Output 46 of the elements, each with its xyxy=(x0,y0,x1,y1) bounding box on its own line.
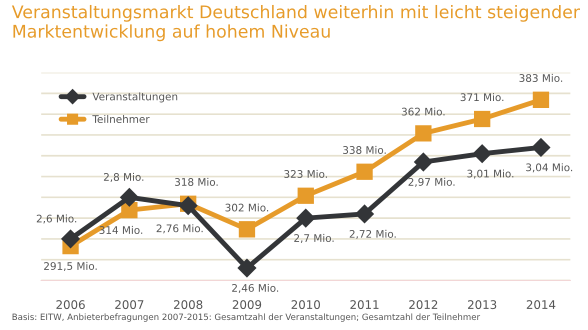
data-label: 318 Mio. xyxy=(175,178,218,186)
x-tick-label: 2008 xyxy=(174,300,202,310)
chart-title: Veranstaltungsmarkt Deutschland weiterhin mit leicht steigender Marktentwicklung auf hohem Niveau xyxy=(12,4,580,42)
data-label: 3,01 Mio. xyxy=(467,169,514,179)
data-label: 2,7 Mio. xyxy=(294,234,334,244)
data-label: 314 Mio. xyxy=(100,226,142,234)
legend-label: Veranstaltungen xyxy=(92,92,178,102)
point xyxy=(296,208,316,228)
point xyxy=(474,110,490,128)
point xyxy=(532,92,550,108)
data-label: 2,76 Mio. xyxy=(156,224,203,234)
data-label: 371 Mio. xyxy=(460,93,504,102)
point xyxy=(532,138,550,157)
x-tick-label: 2013 xyxy=(468,300,496,310)
point xyxy=(415,125,432,142)
data-label: 323 Mio. xyxy=(284,170,327,178)
point xyxy=(355,204,374,224)
x-tick-label: 2009 xyxy=(232,300,262,310)
x-tick-label: 2012 xyxy=(409,300,438,310)
point xyxy=(298,188,314,204)
point xyxy=(238,258,256,278)
x-tick-label: 2010 xyxy=(292,300,320,310)
point xyxy=(414,152,433,172)
data-label: 2,8 Mio. xyxy=(104,172,144,182)
data-label: 3,04 Mio. xyxy=(526,163,572,172)
legend-label: Teilnehmer xyxy=(92,114,150,124)
point xyxy=(472,144,492,164)
data-label: 362 Mio. xyxy=(402,107,445,116)
point xyxy=(61,230,80,248)
data-label: 2,72 Mio. xyxy=(350,230,396,239)
data-label: 383 Mio. xyxy=(519,74,562,82)
text: Basis: EITW, Anbieterbefragungen 2007-2015: Gesamtzahl der Veranstaltungen; Gesamtzahl der Teilnehmer xyxy=(12,313,480,322)
point xyxy=(178,196,198,216)
x-tick-label: 2014 xyxy=(526,300,556,310)
point xyxy=(238,221,256,238)
point xyxy=(120,188,139,207)
x-tick-label: 2006 xyxy=(56,300,85,310)
data-label: 338 Mio. xyxy=(343,146,386,154)
data-label: 291,5 Mio. xyxy=(44,262,97,272)
data-label: 2,97 Mio. xyxy=(408,178,455,187)
x-tick-label: 2007 xyxy=(115,300,144,310)
data-label: 2,6 Mio. xyxy=(36,214,76,224)
x-tick-label: 2011 xyxy=(350,300,378,310)
data-label: 302 Mio. xyxy=(225,203,268,212)
point xyxy=(356,164,373,180)
data-label: 2,46 Mio. xyxy=(232,284,278,293)
